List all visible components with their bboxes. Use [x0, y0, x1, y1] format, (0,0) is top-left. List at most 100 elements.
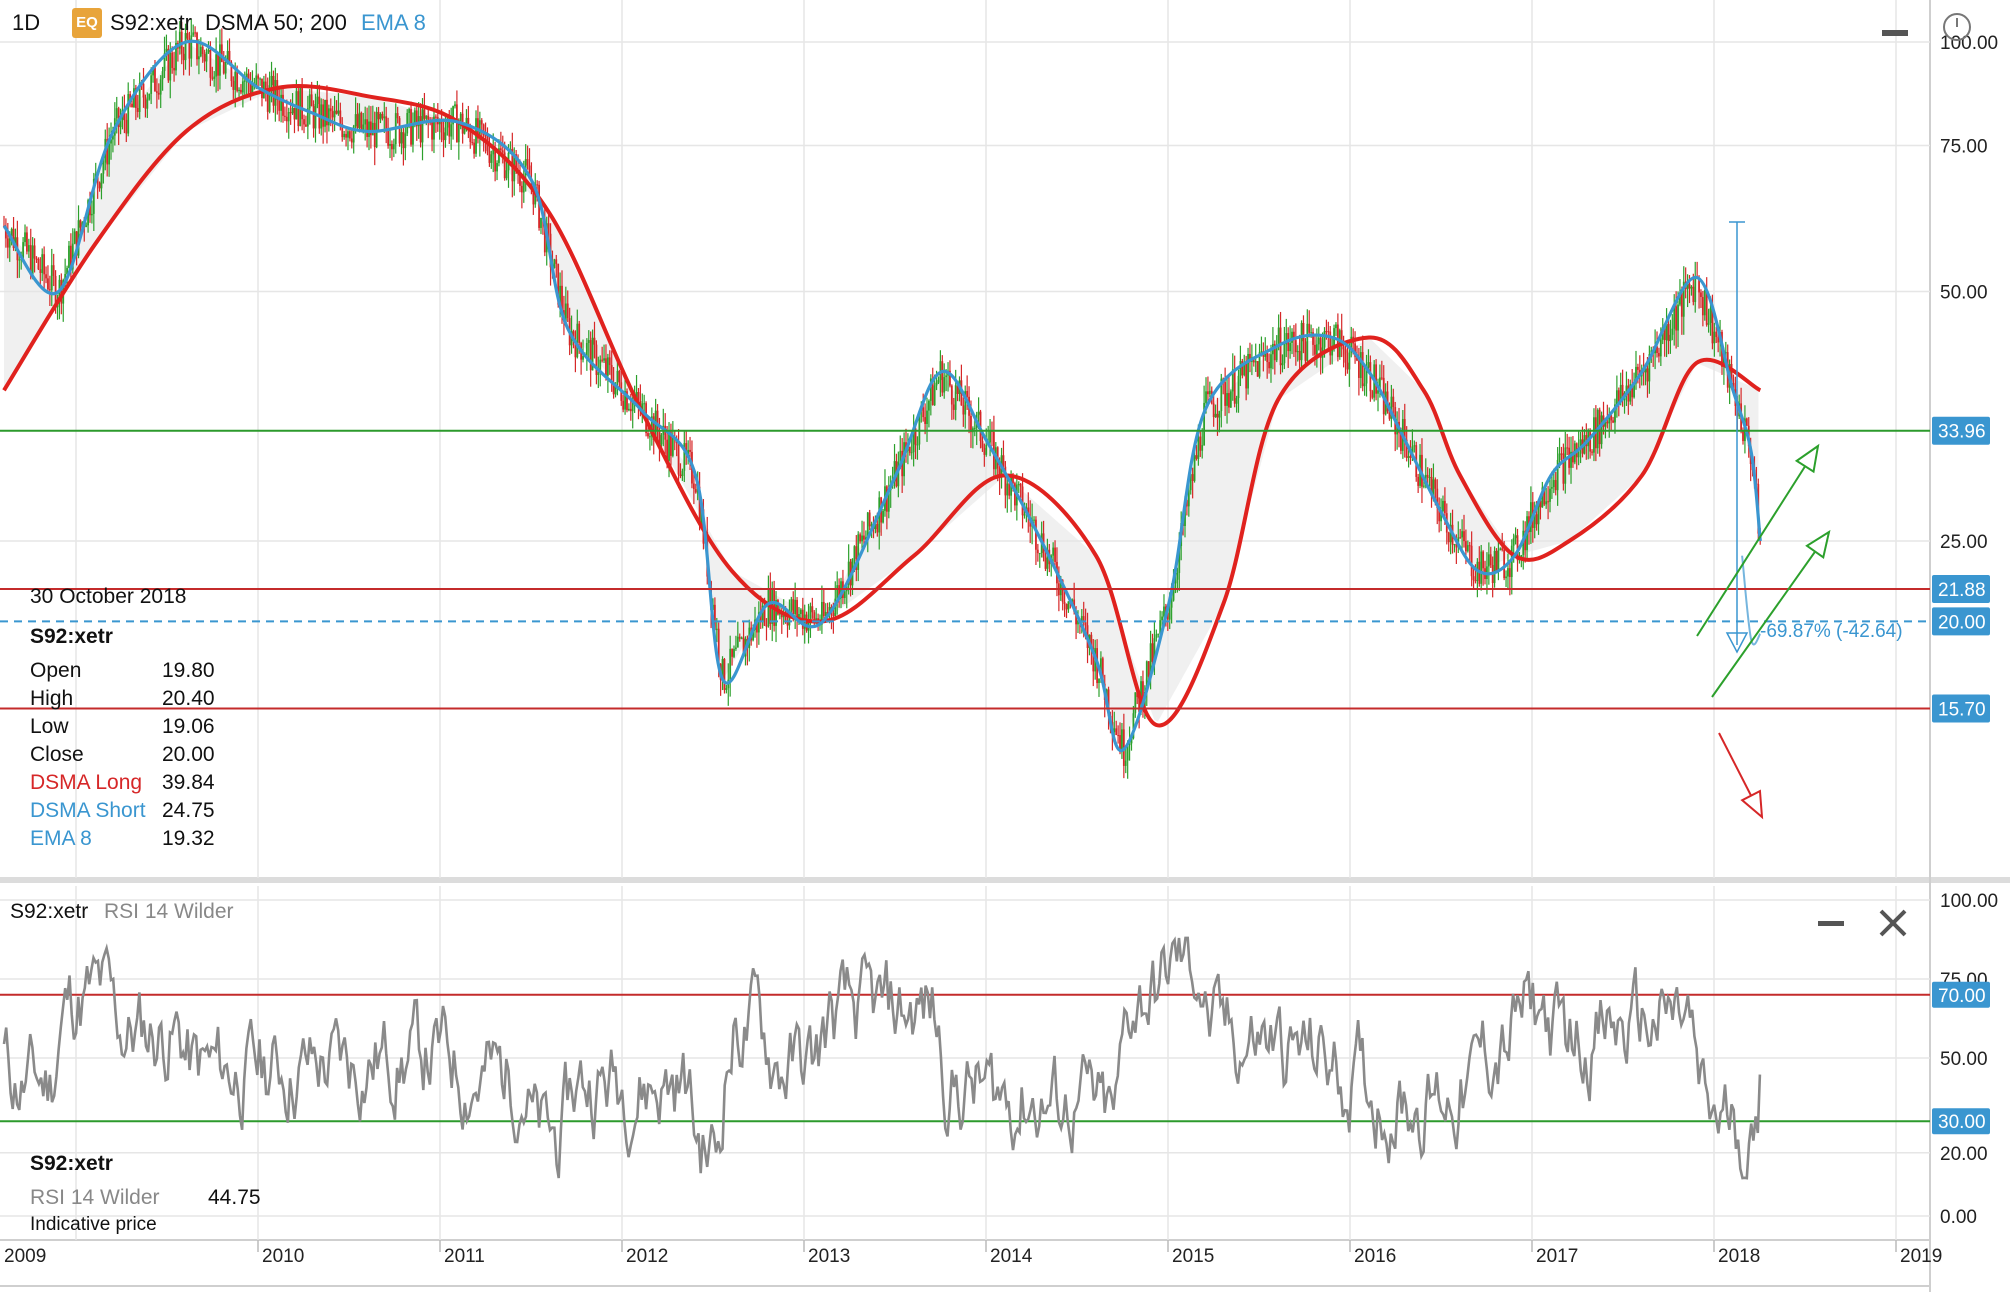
candle-body: [1342, 346, 1345, 350]
candle-body: [348, 131, 351, 139]
candle-body: [178, 31, 181, 49]
candle-body: [1134, 692, 1137, 714]
candle-body: [465, 117, 468, 128]
candle-body: [450, 124, 453, 137]
close-icon[interactable]: [1878, 908, 1908, 938]
candle-body: [22, 242, 25, 260]
candle-body: [698, 486, 701, 525]
y-tick-label-50.00: 50.00: [1940, 283, 1988, 304]
candle-body: [184, 33, 187, 61]
candle-body: [117, 108, 120, 128]
candle-body: [1533, 514, 1536, 528]
x-tick-label-2013: 2013: [808, 1246, 850, 1267]
candle-body: [733, 648, 735, 657]
candle-body: [777, 600, 779, 615]
candle-body: [232, 80, 235, 90]
candle-body: [301, 88, 304, 120]
candle-body: [721, 658, 724, 680]
price-tag-text-21.88: 21.88: [1938, 580, 1986, 601]
y-tick-label-25.00: 25.00: [1940, 532, 1988, 553]
candle-body: [1608, 415, 1611, 424]
candle-body: [863, 535, 865, 540]
candle-body: [379, 113, 382, 120]
candle-body: [1686, 283, 1689, 290]
candle-body: [713, 604, 716, 631]
candle-body: [949, 370, 951, 386]
candle-body: [1197, 436, 1200, 459]
candle-body: [964, 390, 967, 415]
candle-body: [650, 416, 653, 437]
x-tick-label-2016: 2016: [1354, 1246, 1396, 1267]
candle-body: [1124, 760, 1127, 766]
candle-body: [885, 486, 888, 512]
candle-body: [528, 165, 531, 179]
candle-body: [152, 66, 154, 76]
candle-body: [469, 128, 472, 143]
price-tag-text-33.96: 33.96: [1938, 422, 1986, 443]
candle-body: [266, 91, 269, 112]
candle-body: [629, 408, 632, 412]
candle-body: [327, 108, 330, 126]
candle-body: [272, 75, 275, 106]
candle-body: [1080, 616, 1083, 623]
candle-body: [670, 431, 672, 456]
candle-body: [1449, 524, 1452, 543]
candle-body: [1413, 445, 1416, 447]
candle-body: [1277, 327, 1280, 347]
info-label-high: High: [30, 687, 74, 710]
candle-body: [536, 184, 539, 186]
candle-body: [559, 285, 562, 305]
candle-body: [933, 385, 936, 406]
rsi-symbol-label: S92:xetr: [10, 900, 89, 923]
candle-body: [637, 392, 640, 402]
candle-body: [387, 130, 390, 146]
candle-body: [1694, 276, 1697, 303]
candle-body: [1172, 583, 1175, 601]
rsi-tag-30.00: [1932, 1108, 1990, 1135]
candle-body: [222, 61, 225, 74]
candle-body: [457, 123, 460, 143]
candle-body: [635, 392, 638, 400]
timeframe-label[interactable]: 1D: [12, 10, 41, 35]
candle-body: [1101, 658, 1104, 684]
candle-body: [1220, 378, 1223, 412]
candle-body: [752, 629, 755, 641]
candle-body: [1187, 490, 1190, 507]
candle-body: [526, 159, 529, 166]
candle-body: [1635, 366, 1637, 384]
candle-body: [1614, 404, 1616, 423]
candle-body: [240, 89, 242, 93]
candle-body: [585, 342, 588, 357]
candle-body: [1560, 453, 1563, 455]
info-label-ema: EMA 8: [30, 827, 92, 850]
candle-body: [398, 118, 401, 144]
candle-body: [1730, 364, 1733, 383]
candle-body: [759, 612, 762, 623]
clock-icon[interactable]: [1942, 12, 1972, 42]
rsi-line: [2, 936, 1762, 1180]
candle-body: [775, 600, 777, 626]
candle-body: [10, 228, 13, 237]
candle-body: [952, 404, 955, 410]
candle-body: [423, 109, 426, 119]
drawing-tools[interactable]: [1696, 221, 1831, 820]
candle-body: [1556, 459, 1559, 491]
candle-body: [1679, 292, 1681, 305]
candle-body: [1606, 421, 1609, 424]
candle-body: [738, 636, 741, 639]
candle-body: [471, 142, 474, 144]
candle-body: [1245, 363, 1248, 389]
candle-body: [786, 620, 789, 626]
candle-body: [1107, 689, 1110, 716]
minimize-rsi-button[interactable]: [1818, 921, 1844, 926]
candle-body: [838, 585, 841, 599]
candle-body: [1153, 638, 1156, 662]
info-label-open: Open: [30, 659, 82, 682]
candle-body: [821, 602, 823, 625]
candle-body: [1132, 713, 1135, 739]
candle-body: [1703, 290, 1706, 316]
minimize-panel-button[interactable]: [1882, 30, 1908, 36]
candle-body: [1054, 547, 1056, 562]
candle-body: [366, 119, 368, 137]
